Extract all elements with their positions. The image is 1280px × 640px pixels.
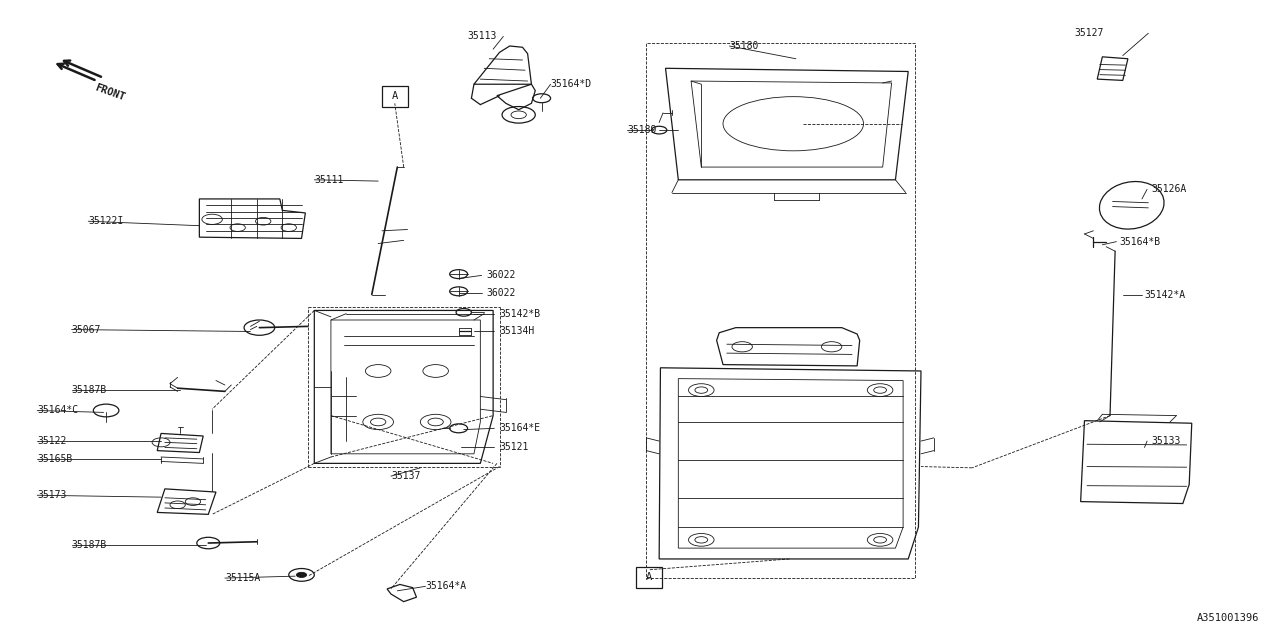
Text: 35164*C: 35164*C [37, 406, 78, 415]
Text: 36022: 36022 [486, 270, 516, 280]
Text: 35164*D: 35164*D [550, 79, 591, 89]
Text: 35137: 35137 [390, 471, 420, 481]
Text: 36022: 36022 [486, 287, 516, 298]
Text: A: A [392, 92, 398, 101]
Text: 35173: 35173 [37, 490, 67, 500]
Text: 35133: 35133 [1151, 436, 1180, 446]
Text: 35126A: 35126A [1151, 184, 1187, 195]
Text: 35134H: 35134H [499, 326, 535, 336]
Bar [646, 43, 915, 578]
Text: 35180: 35180 [730, 41, 759, 51]
Text: 35187B: 35187B [72, 385, 108, 395]
Text: A351001396: A351001396 [1197, 612, 1260, 623]
Text: 35165B: 35165B [37, 454, 73, 464]
Text: 35122I: 35122I [88, 216, 123, 226]
Text: 35189: 35189 [627, 125, 657, 135]
Text: 35142*A: 35142*A [1144, 289, 1185, 300]
Text: A: A [646, 572, 652, 582]
Text: 35122: 35122 [37, 436, 67, 446]
Text: 35142*B: 35142*B [499, 308, 540, 319]
Bar [381, 86, 407, 106]
Text: 35164*A: 35164*A [425, 581, 466, 591]
Text: 35115A: 35115A [225, 573, 260, 583]
Text: 35111: 35111 [315, 175, 344, 185]
Circle shape [297, 572, 307, 577]
Text: 35127: 35127 [1074, 28, 1103, 38]
Text: 35164*B: 35164*B [1119, 237, 1160, 246]
Text: 35164*E: 35164*E [499, 423, 540, 433]
Bar [636, 567, 662, 588]
Text: 35187B: 35187B [72, 540, 108, 550]
Text: 35113: 35113 [467, 31, 497, 42]
Text: FRONT: FRONT [93, 83, 127, 102]
Text: 35067: 35067 [72, 324, 101, 335]
Text: 35121: 35121 [499, 442, 529, 452]
